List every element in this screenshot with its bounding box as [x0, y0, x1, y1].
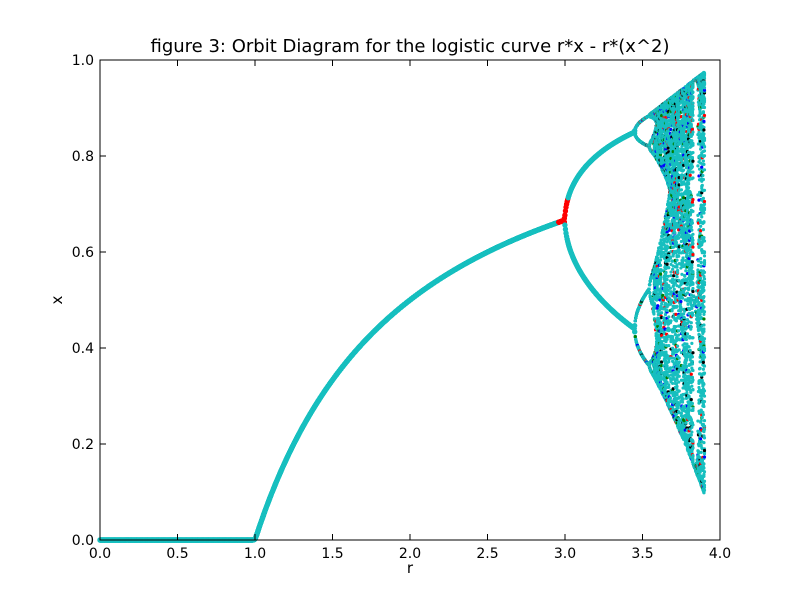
chart-title: figure 3: Orbit Diagram for the logistic…: [151, 36, 670, 57]
orbit-points: [97, 70, 707, 543]
